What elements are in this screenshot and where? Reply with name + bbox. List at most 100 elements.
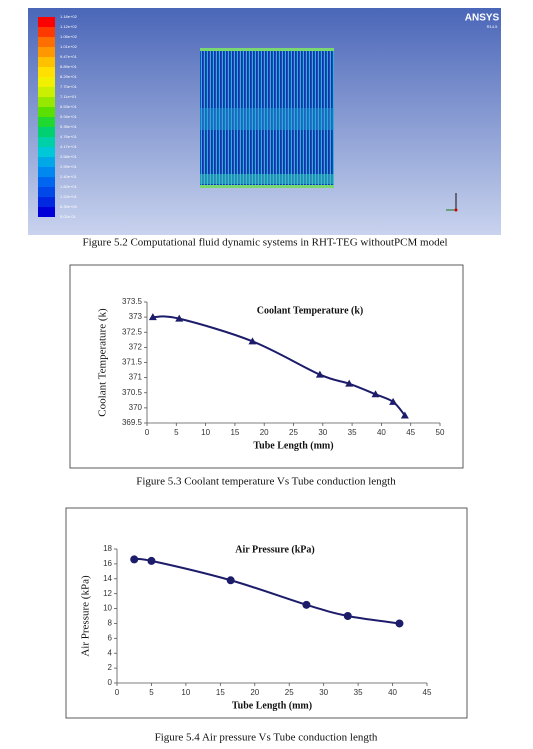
y-tick-label: 8: [108, 619, 113, 628]
marker: [248, 337, 257, 345]
y-tick-label: 4: [108, 648, 113, 657]
colorbar-label: 2.40e+01: [60, 174, 78, 179]
x-tick-label: 40: [377, 428, 386, 437]
y-tick-label: 6: [108, 633, 113, 642]
colorbar-label: 1.06e+02: [60, 34, 78, 39]
colorbar-label: 5.94e+01: [60, 114, 78, 119]
y-tick-label: 0: [108, 678, 113, 687]
y-tick-label: 370: [129, 403, 143, 412]
colorbar-label: 8.29e+01: [60, 74, 78, 79]
x-tick-label: 25: [285, 688, 294, 697]
y-tick-label: 18: [103, 544, 112, 553]
colorbar-swatch: [38, 177, 55, 187]
colorbar-swatch: [38, 117, 55, 127]
y-tick-label: 372.5: [122, 327, 143, 336]
y-tick-label: 2: [108, 663, 113, 672]
colorbar-label: 6.53e+01: [60, 104, 78, 109]
axis-triad: [446, 193, 458, 212]
x-tick-label: 20: [250, 688, 259, 697]
colorbar-label: 1.12e+02: [60, 24, 78, 29]
marker: [226, 576, 235, 585]
colorbar-label: 7.11e+01: [60, 94, 77, 99]
chart-frame: [65, 507, 468, 719]
marker: [130, 555, 139, 564]
colorbar-swatch: [38, 37, 55, 47]
marker: [343, 612, 352, 620]
marker: [302, 600, 311, 609]
colorbar-label: 1.18e+02: [60, 14, 78, 19]
colorbar-swatch: [38, 127, 55, 137]
colorbar-label: 4.17e+01: [60, 144, 78, 149]
colorbar-label: 5.35e+01: [60, 124, 78, 129]
colorbar-label: 4.76e+01: [60, 134, 78, 139]
y-tick-label: 371.5: [122, 358, 143, 367]
y-tick-label: 369.5: [122, 418, 143, 427]
y-tick-label: 16: [103, 559, 112, 568]
x-tick-label: 10: [181, 688, 190, 697]
x-tick-label: 25: [289, 428, 298, 437]
line: [152, 315, 406, 417]
marker: [371, 390, 380, 398]
mesh: [200, 48, 334, 188]
colorbar-swatch: [38, 197, 55, 207]
y-tick-label: 371: [129, 373, 143, 382]
colorbar-label: 5.02e-01: [60, 214, 77, 219]
colorbar-swatch: [38, 87, 55, 97]
colorbar-swatch: [38, 77, 55, 87]
colorbar-swatch: [38, 57, 55, 67]
x-tick-label: 50: [436, 428, 445, 437]
x-tick-label: 30: [319, 688, 328, 697]
colorbar-swatch: [38, 67, 55, 77]
y-tick-label: 372: [129, 342, 143, 351]
colorbar-swatch: [38, 27, 55, 37]
y-tick-label: 10: [103, 604, 112, 613]
colorbar-label: 1.82e+01: [60, 184, 78, 189]
y-tick-label: 14: [103, 574, 112, 583]
y-tick-label: 373.5: [122, 297, 143, 306]
colorbar-swatch: [38, 97, 55, 107]
x-tick-label: 15: [230, 428, 239, 437]
colorbar-label: 6.35e+00: [60, 204, 78, 209]
x-tick-label: 45: [406, 428, 415, 437]
colorbar-swatch: [38, 147, 55, 157]
colorbar-swatch: [38, 207, 55, 217]
marker: [148, 313, 157, 321]
colorbar-swatch: [38, 17, 55, 27]
colorbar-label: 8.89e+01: [60, 64, 78, 69]
y-axis-label: Coolant Temperature (k): [97, 308, 109, 417]
colorbar-label: 2.99e+01: [60, 164, 78, 169]
colorbar-swatch: [38, 137, 55, 147]
x-tick-label: 30: [318, 428, 327, 437]
x-tick-label: 20: [260, 428, 269, 437]
x-tick-label: 10: [201, 428, 210, 437]
colorbar-label: 1.01e+02: [60, 44, 78, 49]
colorbar-label: 9.47e+01: [60, 54, 78, 59]
colorbar-swatch: [38, 187, 55, 197]
mesh-band: [200, 174, 334, 184]
caption: Figure 5.2 Computational fluid dynamic s…: [82, 237, 447, 249]
x-axis-label: Tube Length (mm): [232, 700, 312, 711]
x-tick-label: 5: [174, 428, 179, 437]
colorbar-swatch: [38, 157, 55, 167]
colorbar-label: 3.58e+01: [60, 154, 78, 159]
colorbar-label: 7.70e+01: [60, 84, 78, 89]
caption: Figure 5.3 Coolant temperature Vs Tube c…: [136, 476, 396, 488]
y-axis-label: Air Pressure (kPa): [80, 575, 92, 657]
x-tick-label: 0: [145, 428, 150, 437]
mesh-edge: [200, 185, 334, 188]
x-tick-label: 45: [423, 688, 432, 697]
marker: [315, 370, 324, 378]
colorbar-swatch: [38, 47, 55, 57]
marker: [400, 411, 409, 419]
chart-title: Coolant Temperature (k): [257, 305, 363, 316]
mesh-band: [200, 108, 334, 130]
y-tick-label: 370.5: [122, 388, 143, 397]
colorbar-swatch: [38, 167, 55, 177]
chart-title: Air Pressure (kPa): [235, 544, 314, 555]
colorbar: 1.18e+02 1.12e+02 1.06e+02 1.01e+02 9.47e+01…: [38, 14, 78, 219]
x-tick-label: 15: [216, 688, 225, 697]
y-tick-label: 373: [129, 312, 143, 321]
mesh-edge: [200, 48, 334, 51]
marker: [389, 397, 398, 405]
